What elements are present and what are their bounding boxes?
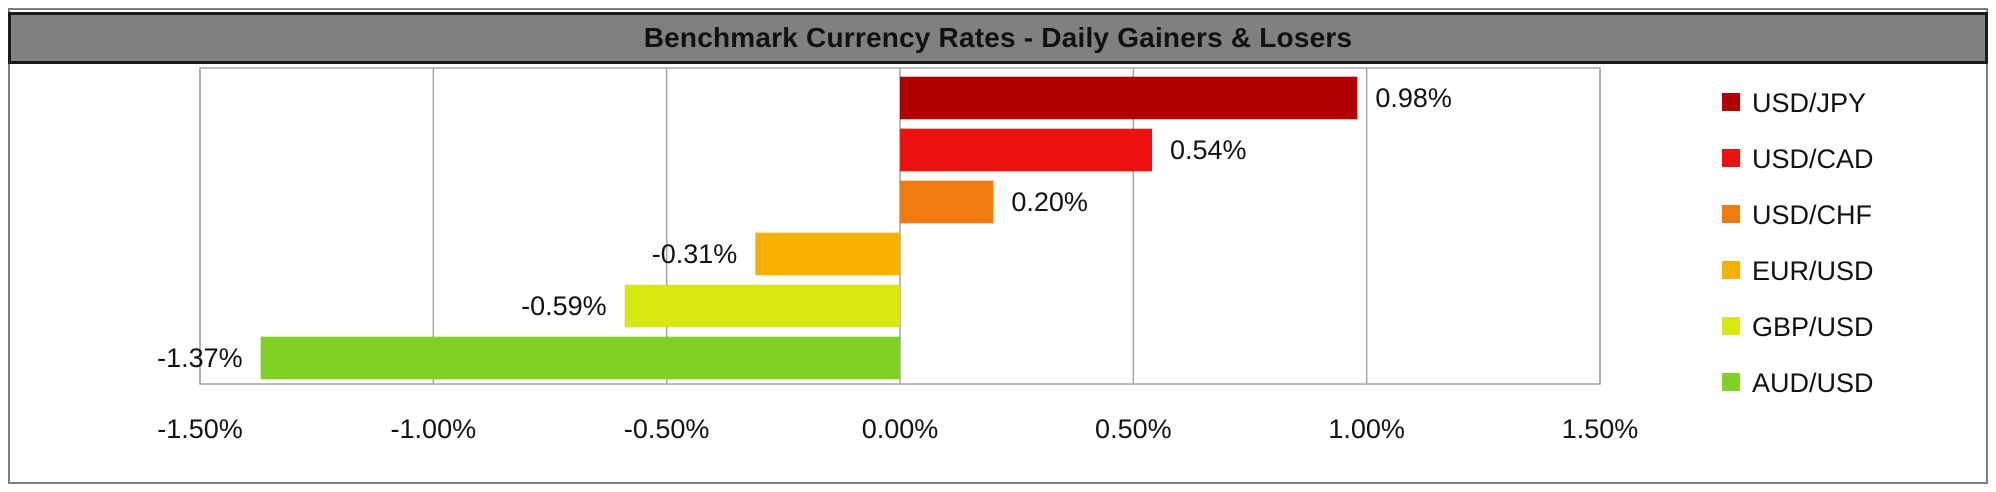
chart-title-bar: Benchmark Currency Rates - Daily Gainers…: [8, 12, 1988, 64]
x-axis-ticks: -1.50% -1.00% -0.50% 0.00% 0.50% 1.00% 1.50%: [157, 414, 1638, 444]
data-label: 0.98%: [1375, 83, 1452, 113]
bar-aud-usd: [260, 336, 901, 380]
legend-label: GBP/USD: [1752, 312, 1874, 342]
legend-label: EUR/USD: [1752, 256, 1874, 286]
legend-swatch: [1722, 93, 1740, 111]
legend-label: USD/CHF: [1752, 200, 1872, 230]
x-tick-label: 0.00%: [862, 414, 939, 444]
legend-label: USD/CAD: [1752, 144, 1874, 174]
legend-swatch: [1722, 373, 1740, 391]
x-tick-label: 1.50%: [1562, 414, 1639, 444]
chart-title: Benchmark Currency Rates - Daily Gainers…: [643, 22, 1353, 53]
bar-eur-usd: [755, 232, 900, 276]
bar-usd-chf: [900, 180, 994, 224]
bars: [260, 76, 1358, 380]
data-label: -1.37%: [157, 343, 243, 373]
x-tick-label: -1.50%: [157, 414, 243, 444]
legend-swatch: [1722, 205, 1740, 223]
legend-swatch: [1722, 261, 1740, 279]
gridlines: [199, 68, 1601, 384]
bar-usd-jpy: [900, 76, 1358, 120]
x-tick-label: -0.50%: [624, 414, 710, 444]
data-labels: 0.98% 0.54% 0.20% -0.31% -0.59% -1.37%: [157, 83, 1452, 373]
legend: USD/JPY USD/CAD USD/CHF EUR/USD GBP/USD AUD/U…: [1722, 88, 1874, 398]
legend-swatch: [1722, 317, 1740, 335]
legend-label: USD/JPY: [1752, 88, 1866, 118]
data-label: 0.20%: [1011, 187, 1088, 217]
legend-swatch: [1722, 149, 1740, 167]
bar-gbp-usd: [624, 284, 900, 328]
bar-usd-cad: [900, 128, 1152, 172]
data-label: 0.54%: [1170, 135, 1247, 165]
x-tick-label: -1.00%: [391, 414, 477, 444]
x-tick-label: 0.50%: [1095, 414, 1172, 444]
legend-label: AUD/USD: [1752, 368, 1874, 398]
data-label: -0.31%: [652, 239, 738, 269]
data-label: -0.59%: [521, 291, 607, 321]
x-tick-label: 1.00%: [1328, 414, 1405, 444]
